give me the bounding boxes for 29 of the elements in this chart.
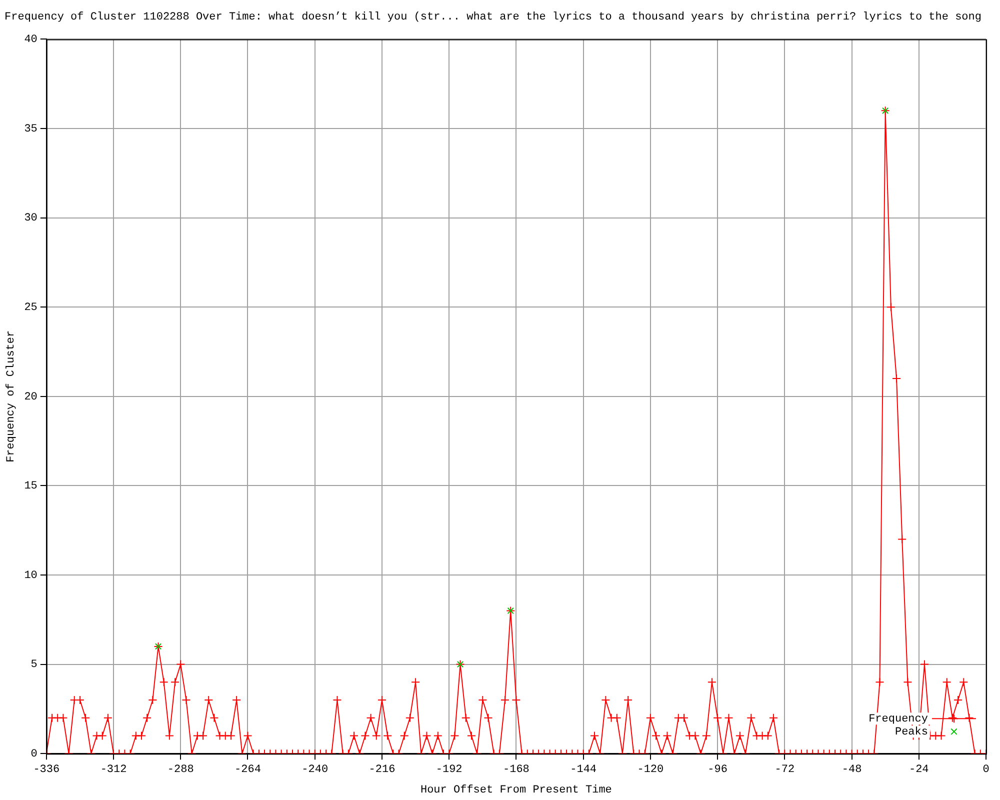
x-tick-label: -312 (100, 764, 127, 776)
x-tick-label: -240 (302, 764, 328, 776)
x-tick-label: -192 (436, 764, 462, 776)
legend-label: Peaks (894, 726, 928, 739)
y-tick-label: 0 (30, 748, 38, 761)
x-tick-label: -48 (842, 764, 862, 776)
y-tick-label: 10 (24, 570, 38, 582)
y-tick-label: 15 (24, 480, 38, 493)
y-tick-label: 5 (30, 659, 38, 672)
y-tick-label: 25 (24, 302, 38, 314)
y-axis-title: Frequency of Cluster (6, 330, 18, 462)
y-tick-label: 35 (24, 123, 38, 136)
y-tick-label: 40 (24, 34, 38, 46)
x-tick-label: -264 (234, 764, 262, 776)
x-tick-label: -96 (708, 764, 728, 776)
x-tick-label: -144 (570, 764, 597, 776)
legend-label: Frequency (868, 714, 928, 726)
x-tick-label: -216 (368, 764, 396, 776)
x-tick-label: -336 (33, 764, 60, 776)
y-tick-label: 20 (24, 391, 38, 404)
x-tick-label: -24 (908, 764, 930, 776)
x-axis-title: Hour Offset From Present Time (420, 784, 612, 796)
x-tick-label: -72 (774, 764, 795, 776)
chart-title: Frequency of Cluster 1102288 Over Time: what doesn’t kill you (str... what are the lyrics to a thousand years by christina perri? lyrics to the song (4, 12, 982, 24)
x-tick-label: -168 (503, 764, 530, 776)
x-tick-label: 0 (982, 764, 990, 776)
x-tick-label: -288 (167, 764, 194, 776)
x-tick-label: -120 (637, 764, 664, 776)
y-tick-label: 30 (24, 212, 38, 225)
